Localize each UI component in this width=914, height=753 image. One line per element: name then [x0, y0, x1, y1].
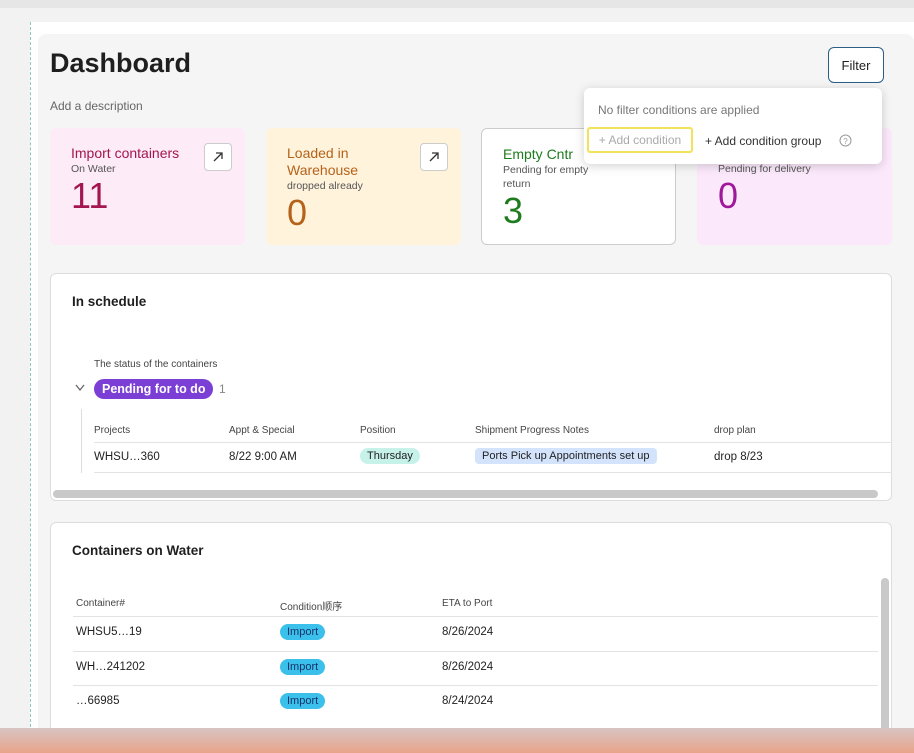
dashboard-title: Dashboard [50, 48, 192, 78]
svg-text:?: ? [843, 137, 848, 146]
column-header: drop plan [714, 425, 756, 436]
card-title: Empty Cntr [503, 146, 574, 162]
position-tag: Thursday [360, 448, 420, 464]
help-icon[interactable]: ? [839, 134, 852, 147]
card-body: Loaded in Warehouse dropped already 0 [287, 145, 440, 231]
filter-button[interactable]: Filter [828, 47, 884, 83]
scrollbar[interactable] [881, 578, 889, 738]
add-condition[interactable]: + Add condition [587, 127, 693, 153]
card[interactable]: Loaded in Warehouse dropped already 0 [266, 128, 461, 245]
notes-tag: Ports Pick up Appointments set up [475, 448, 657, 464]
column-header: Container# [76, 598, 125, 609]
group-rule [81, 409, 82, 473]
scrollbar[interactable] [53, 490, 878, 498]
collapse-icon[interactable] [75, 384, 85, 392]
column-header: Position [360, 425, 396, 436]
card-title: Import containers [71, 145, 180, 161]
cell: 8/26/2024 [442, 626, 494, 638]
cell: 8/26/2024 [442, 660, 494, 673]
cell: WH…241202 [76, 660, 146, 673]
column-header: ETA to Port [442, 598, 493, 609]
card-body: Empty Cntr Pending for empty return 3 [503, 146, 654, 229]
browser-bar [0, 0, 914, 8]
filter-popup: No filter conditions are applied + Add c… [584, 88, 882, 164]
card-body: Import containers On Water 11 [71, 145, 224, 214]
cell: WHSU…360 [94, 451, 160, 463]
section-title: In schedule [72, 294, 147, 309]
cell: 8/24/2024 [442, 695, 494, 707]
condition-tag: Import [280, 658, 326, 675]
row-rule [73, 616, 878, 617]
add-condition-group[interactable]: + Add condition group [705, 134, 822, 148]
cell: 8/22 9:00 AM [229, 451, 297, 463]
schedule-section: In schedule The status of the containers… [50, 273, 892, 501]
column-header: Condition顺序 [280, 602, 343, 613]
condition-tag: Import [280, 693, 326, 709]
dock [0, 728, 914, 753]
card-subtitle: dropped already [287, 180, 363, 192]
header-rule [94, 442, 892, 443]
column-header: Shipment Progress Notes [475, 425, 589, 436]
card-value: 11 [71, 175, 109, 216]
cell: WHSU5…19 [76, 626, 142, 638]
card-body: Pending for delivery 0 [718, 145, 871, 214]
row-rule [94, 472, 892, 473]
description[interactable]: Add a description [50, 99, 143, 113]
column-header: Appt & Special [229, 425, 295, 436]
column-header: Projects [94, 425, 131, 436]
open-icon[interactable] [420, 143, 448, 171]
section-title: Containers on Water [72, 543, 204, 558]
card[interactable]: Import containers On Water 11 [50, 128, 245, 245]
card-value: 0 [287, 192, 308, 233]
group-count: 1 [219, 382, 226, 396]
card-subtitle: Pending for empty return [503, 164, 589, 190]
filter-message: No filter conditions are applied [598, 103, 760, 117]
row-rule [73, 650, 878, 652]
cell: drop 8/23 [714, 451, 763, 463]
row-rule [73, 685, 878, 686]
card-subtitle: Pending for delivery [718, 163, 811, 175]
card-value: 3 [503, 190, 524, 231]
card-title: Loaded in Warehouse [287, 145, 359, 178]
group-field: The status of the containers [94, 359, 218, 370]
card-value: 0 [718, 175, 739, 216]
open-icon[interactable] [204, 143, 232, 171]
cell: …66985 [76, 695, 120, 707]
water-section: Containers on Water Container# Condition顺… [50, 522, 892, 742]
condition-tag: Import [280, 624, 326, 640]
card-subtitle: On Water [71, 163, 116, 175]
group-tag: Pending for to do [94, 379, 214, 399]
